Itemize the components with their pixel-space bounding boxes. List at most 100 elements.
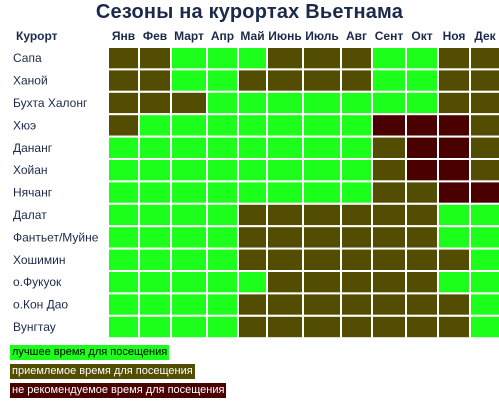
month-header-1: Янв <box>112 29 135 43</box>
legend-item-ok: приемлемое время для посещения <box>10 364 195 379</box>
heatmap-cell <box>266 270 304 295</box>
month-header-7: Июль <box>305 29 339 43</box>
month-header-10: Окт <box>411 29 432 43</box>
heatmap-cell <box>266 158 304 183</box>
heatmap-cell <box>107 270 140 295</box>
heatmap-cell <box>469 113 499 138</box>
heatmap-cell <box>302 180 342 205</box>
heatmap-cell <box>107 90 140 116</box>
heatmap-cell <box>437 247 471 273</box>
heatmap-cell <box>302 135 342 161</box>
heatmap-cell <box>237 46 268 71</box>
resort-label: Сапа <box>13 51 42 65</box>
heatmap-cell <box>469 158 499 183</box>
heatmap-cell <box>437 46 471 71</box>
heatmap-cell <box>107 46 140 71</box>
heatmap-cell <box>138 270 172 295</box>
resort-label: Фантьет/Муйне <box>13 230 99 244</box>
heatmap-cell <box>266 90 304 116</box>
heatmap-cell <box>469 202 499 228</box>
heatmap-cell <box>469 292 499 317</box>
resort-label: Хойан <box>13 163 48 177</box>
heatmap-cell <box>138 68 172 93</box>
heatmap-cell <box>170 180 208 205</box>
legend-item-bad: не рекомендуемое время для посещения <box>10 383 227 398</box>
heatmap-cell <box>170 90 208 116</box>
heatmap-cell <box>340 46 373 71</box>
heatmap-cell <box>371 202 407 228</box>
heatmap-cell <box>469 314 499 340</box>
month-header-11: Ноя <box>443 29 466 43</box>
heatmap-cell <box>237 180 268 205</box>
heatmap-cell <box>405 68 439 93</box>
heatmap-cell <box>107 68 140 93</box>
heatmap-cell <box>138 314 172 340</box>
heatmap-cell <box>170 314 208 340</box>
heatmap-cell <box>266 46 304 71</box>
heatmap-cell <box>237 135 268 161</box>
heatmap-cell <box>302 90 342 116</box>
heatmap-cell <box>170 68 208 93</box>
heatmap-cell <box>437 113 471 138</box>
row-header: Курорт <box>16 29 58 43</box>
heatmap-cell <box>469 225 499 250</box>
month-header-4: Апр <box>211 29 234 43</box>
heatmap-cell <box>206 68 239 93</box>
month-header-8: Авг <box>346 29 367 43</box>
heatmap-cell <box>469 68 499 93</box>
heatmap-cell <box>302 247 342 273</box>
resort-label: Хошимин <box>13 253 65 267</box>
chart-title: Сезоны на курортах Вьетнама <box>95 1 404 23</box>
heatmap-cell <box>237 225 268 250</box>
heatmap-cell <box>237 247 268 273</box>
heatmap-cell <box>237 158 268 183</box>
heatmap-cell <box>107 202 140 228</box>
heatmap-cell <box>302 292 342 317</box>
heatmap-cell <box>266 68 304 93</box>
heatmap-cell <box>437 292 471 317</box>
heatmap-cell <box>405 158 439 183</box>
resort-label: Ханой <box>13 74 48 88</box>
resort-label: Дананг <box>13 141 53 155</box>
heatmap-cell <box>371 314 407 340</box>
heatmap-cell <box>302 270 342 295</box>
heatmap-cell <box>371 90 407 116</box>
heatmap-cell <box>138 158 172 183</box>
heatmap-cell <box>340 180 373 205</box>
heatmap-cell <box>237 270 268 295</box>
heatmap-cell <box>138 113 172 138</box>
resort-label: Далат <box>13 208 47 222</box>
heatmap-cell <box>371 292 407 317</box>
heatmap-cell <box>206 113 239 138</box>
heatmap-cell <box>107 158 140 183</box>
heatmap-cell <box>237 90 268 116</box>
heatmap-cell <box>138 46 172 71</box>
heatmap-cell <box>405 247 439 273</box>
heatmap-cell <box>340 90 373 116</box>
heatmap-cell <box>371 68 407 93</box>
heatmap-cell <box>206 270 239 295</box>
heatmap-cell <box>405 314 439 340</box>
heatmap-cell <box>266 225 304 250</box>
heatmap-cell <box>371 46 407 71</box>
heatmap-cell <box>405 90 439 116</box>
heatmap-cell <box>206 158 239 183</box>
heatmap-cell <box>371 113 407 138</box>
resort-label: о.Кон Дао <box>13 298 68 312</box>
heatmap-cell <box>302 113 342 138</box>
heatmap-cell <box>371 225 407 250</box>
heatmap-cell <box>266 292 304 317</box>
heatmap-cell <box>437 90 471 116</box>
heatmap-cell <box>138 135 172 161</box>
heatmap-cell <box>405 292 439 317</box>
heatmap-cell <box>206 202 239 228</box>
month-header-6: Июнь <box>268 29 302 43</box>
heatmap-cell <box>340 247 373 273</box>
heatmap-cell <box>340 202 373 228</box>
heatmap-cell <box>237 314 268 340</box>
heatmap-cell <box>437 202 471 228</box>
heatmap-cell <box>469 180 499 205</box>
resort-label: о.Фукуок <box>13 275 62 289</box>
heatmap-cell <box>405 113 439 138</box>
heatmap-cell <box>107 292 140 317</box>
